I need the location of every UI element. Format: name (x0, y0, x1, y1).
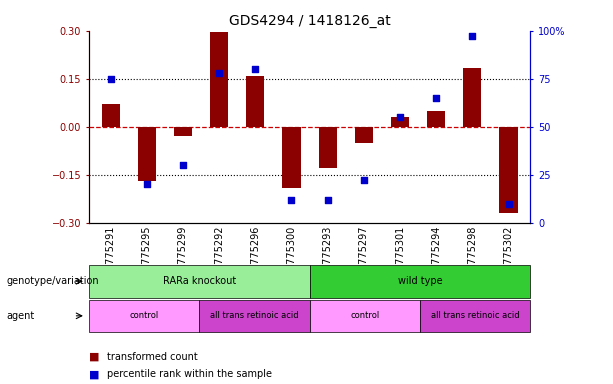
Bar (319, 127, 337, 168)
Bar (89, 265, 310, 298)
Text: RARa knockout: RARa knockout (162, 276, 236, 286)
Bar (199, 300, 310, 332)
Point (504, 200, 514, 207)
Bar (500, 127, 517, 213)
Bar (102, 104, 120, 127)
Text: wild type: wild type (398, 276, 442, 286)
Bar (174, 127, 192, 136)
Text: ■: ■ (89, 352, 99, 362)
Text: all trans retinoic acid: all trans retinoic acid (210, 311, 299, 320)
Point (359, 177, 369, 184)
Bar (420, 300, 530, 332)
Point (323, 197, 333, 203)
Text: transformed count: transformed count (107, 352, 198, 362)
Bar (391, 117, 409, 127)
Bar (210, 32, 228, 127)
Point (105, 76, 115, 82)
Bar (246, 76, 264, 127)
Text: agent: agent (6, 311, 34, 321)
Point (468, 33, 478, 40)
Bar (355, 127, 373, 143)
Bar (89, 300, 199, 332)
Point (214, 70, 224, 76)
Bar (138, 127, 156, 181)
Bar (463, 68, 481, 127)
Text: genotype/variation: genotype/variation (6, 276, 99, 286)
Point (178, 162, 188, 168)
Text: control: control (350, 311, 379, 320)
Text: all trans retinoic acid: all trans retinoic acid (431, 311, 519, 320)
Title: GDS4294 / 1418126_at: GDS4294 / 1418126_at (229, 14, 390, 28)
Text: percentile rank within the sample: percentile rank within the sample (107, 369, 272, 379)
Point (142, 181, 151, 187)
Bar (283, 127, 300, 187)
Bar (310, 265, 530, 298)
Text: control: control (129, 311, 159, 320)
Point (286, 197, 296, 203)
Point (250, 66, 260, 72)
Bar (310, 300, 420, 332)
Point (432, 95, 441, 101)
Point (395, 114, 405, 120)
Bar (427, 111, 445, 127)
Text: ■: ■ (89, 369, 99, 379)
